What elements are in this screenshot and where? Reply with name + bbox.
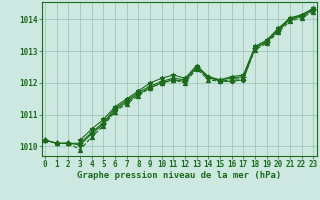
X-axis label: Graphe pression niveau de la mer (hPa): Graphe pression niveau de la mer (hPa) [77, 171, 281, 180]
